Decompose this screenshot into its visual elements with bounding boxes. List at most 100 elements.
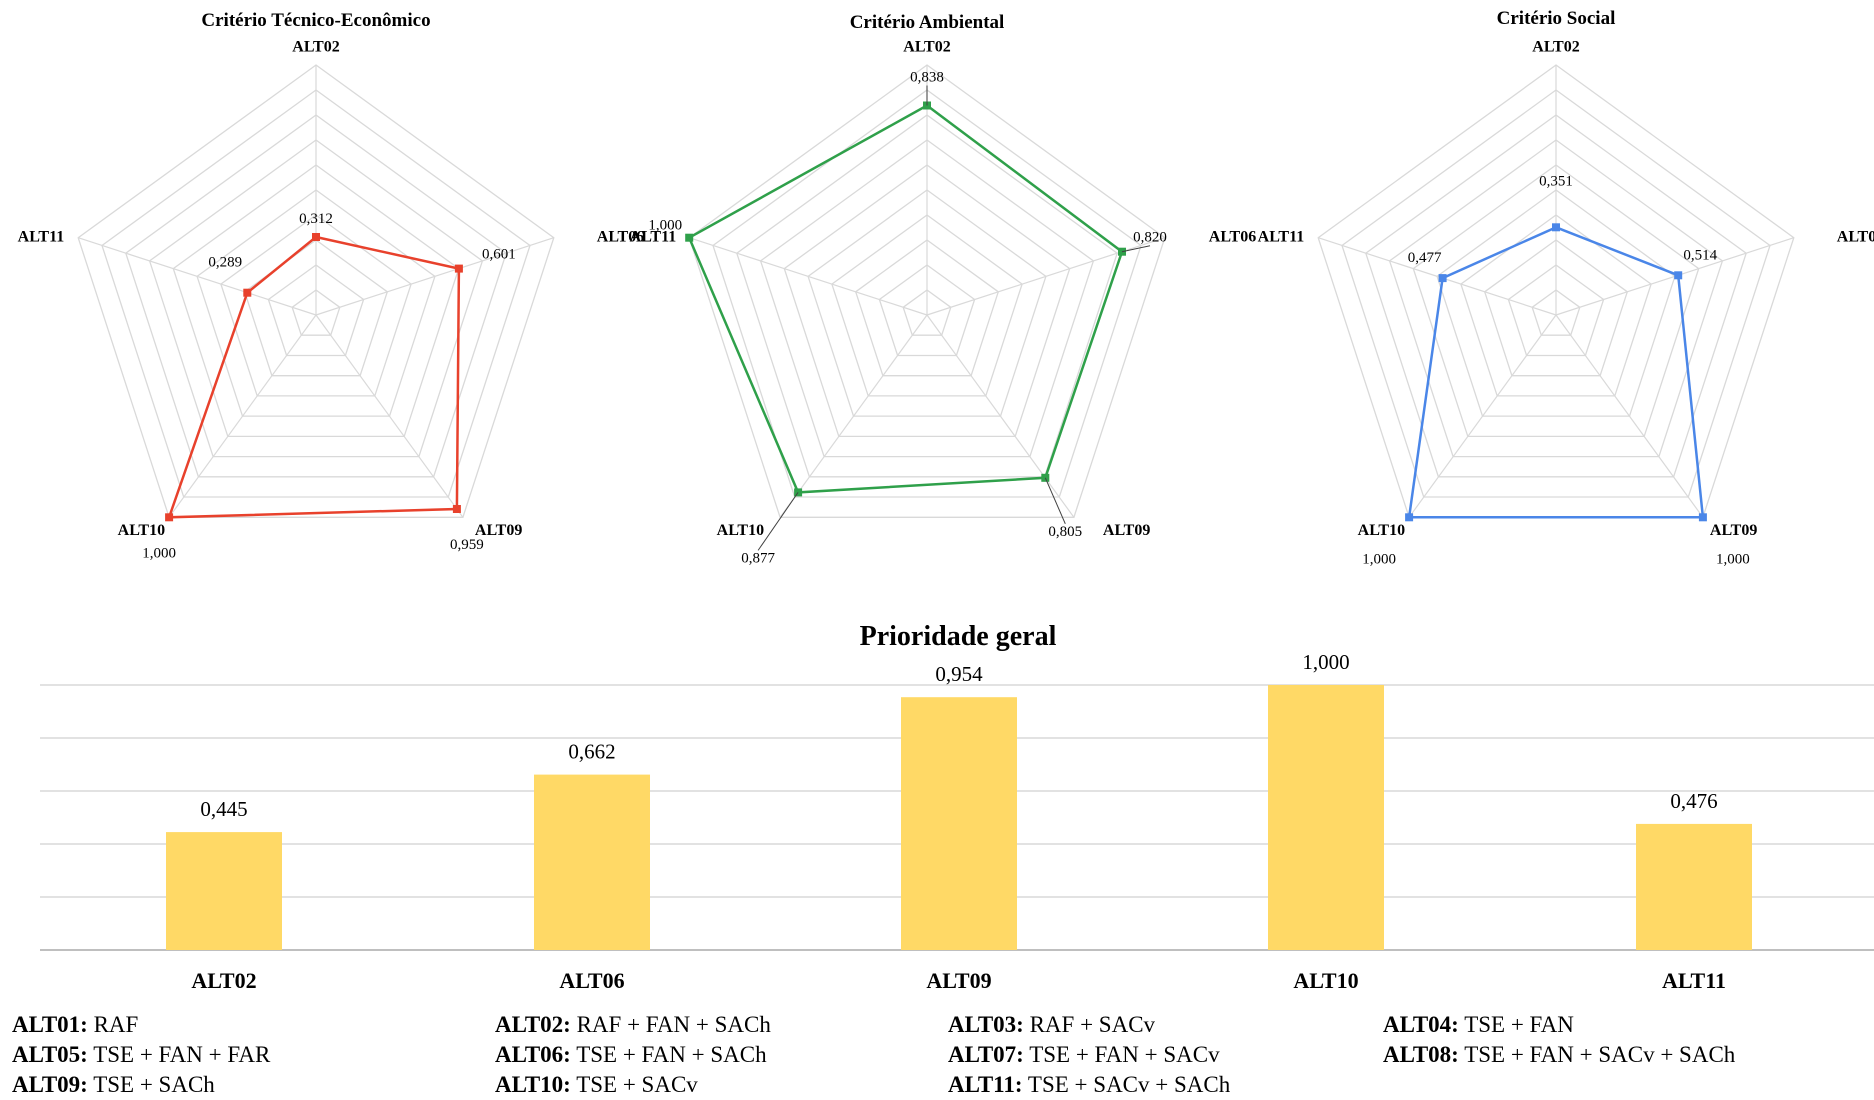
radar-axis-label: ALT11 bbox=[1258, 228, 1305, 245]
radar-value-label: 0,959 bbox=[450, 537, 484, 553]
radar-axis-label: ALT06 bbox=[1837, 228, 1874, 245]
radar-series-line bbox=[169, 237, 459, 517]
legend-code: ALT11: bbox=[948, 1072, 1023, 1097]
radar-value-label: 1,000 bbox=[142, 545, 176, 561]
radar-axis-label: ALT02 bbox=[903, 39, 950, 56]
alternatives-legend: ALT01: RAF ALT02: RAF + FAN + SACh ALT03… bbox=[12, 1010, 1872, 1100]
legend-code: ALT09: bbox=[12, 1072, 88, 1097]
radar-value-label: 0,820 bbox=[1133, 230, 1167, 246]
radar-point bbox=[455, 265, 463, 273]
legend-item: ALT05: TSE + FAN + FAR bbox=[12, 1040, 270, 1070]
radar-value-label: 0,312 bbox=[299, 211, 333, 227]
legend-code: ALT04: bbox=[1383, 1012, 1459, 1037]
radar-value-label: 0,477 bbox=[1408, 250, 1442, 266]
legend-code: ALT05: bbox=[12, 1042, 88, 1067]
radar-value-label: 0,514 bbox=[1683, 247, 1717, 263]
bar-category-label: ALT06 bbox=[559, 968, 624, 993]
legend-desc: TSE + FAN + SACh bbox=[576, 1042, 766, 1067]
bar-chart-title: Prioridade geral bbox=[860, 621, 1057, 652]
radar-axis-label: ALT10 bbox=[717, 522, 764, 539]
legend-code: ALT10: bbox=[495, 1072, 571, 1097]
radar-chart: Critério Ambiental 0,838 0,820 0,805 0,877 1,… bbox=[630, 12, 1257, 566]
legend-desc: RAF + SACv bbox=[1030, 1012, 1155, 1037]
legend-row: ALT05: TSE + FAN + FAR ALT06: TSE + FAN … bbox=[12, 1040, 1872, 1070]
bar bbox=[901, 697, 1017, 950]
radar-title: Critério Social bbox=[1497, 8, 1616, 29]
radar-spoke bbox=[78, 238, 316, 315]
radar-point bbox=[1552, 223, 1560, 231]
bar-category-label: ALT02 bbox=[191, 968, 256, 993]
bar bbox=[1636, 824, 1752, 950]
radar-axis-label: ALT11 bbox=[18, 228, 65, 245]
legend-item: ALT09: TSE + SACh bbox=[12, 1070, 215, 1100]
bar-value-label: 0,476 bbox=[1670, 789, 1717, 813]
legend-desc: TSE + SACh bbox=[93, 1072, 215, 1097]
legend-code: ALT03: bbox=[948, 1012, 1024, 1037]
radar-point bbox=[685, 234, 693, 242]
legend-code: ALT07: bbox=[948, 1042, 1024, 1067]
legend-item: ALT01: RAF bbox=[12, 1010, 138, 1040]
legend-item: ALT04: TSE + FAN bbox=[1383, 1010, 1574, 1040]
radar-axis-label: ALT09 bbox=[1710, 522, 1757, 539]
radar-axis-label: ALT02 bbox=[1532, 39, 1579, 56]
radar-point bbox=[165, 513, 173, 521]
radar-axis-label: ALT09 bbox=[1103, 522, 1150, 539]
legend-desc: TSE + FAN + SACv + SACh bbox=[1464, 1042, 1735, 1067]
radar-value-label: 0,289 bbox=[208, 255, 242, 271]
radar-spoke bbox=[689, 238, 927, 315]
legend-item: ALT10: TSE + SACv bbox=[495, 1070, 698, 1100]
radar-point bbox=[243, 289, 251, 297]
bar bbox=[1268, 685, 1384, 950]
radar-value-label: 0,838 bbox=[910, 70, 944, 86]
radar-point bbox=[1405, 513, 1413, 521]
radar-axis-label: ALT06 bbox=[1209, 228, 1256, 245]
legend-row: ALT01: RAF ALT02: RAF + FAN + SACh ALT03… bbox=[12, 1010, 1872, 1040]
legend-item: ALT07: TSE + FAN + SACv bbox=[948, 1040, 1220, 1070]
radar-title: Critério Ambiental bbox=[850, 12, 1005, 33]
radar-point bbox=[1674, 271, 1682, 279]
legend-code: ALT02: bbox=[495, 1012, 571, 1037]
legend-item: ALT03: RAF + SACv bbox=[948, 1010, 1155, 1040]
legend-desc: TSE + FAN + SACv bbox=[1029, 1042, 1219, 1067]
radar-axis-label: ALT02 bbox=[292, 39, 339, 56]
bar-chart: Prioridade geral 0,445 ALT02 0,662 ALT06 0,95… bbox=[40, 621, 1874, 993]
radar-value-label: 1,000 bbox=[1716, 551, 1750, 567]
radar-axis-label: ALT10 bbox=[1358, 522, 1405, 539]
legend-desc: TSE + FAN + FAR bbox=[93, 1042, 270, 1067]
figure-canvas: Critério Técnico-Econômico 0,312 0,601 0,95… bbox=[0, 0, 1874, 1010]
legend-code: ALT08: bbox=[1383, 1042, 1459, 1067]
radar-axis-label: ALT10 bbox=[118, 522, 165, 539]
legend-code: ALT06: bbox=[495, 1042, 571, 1067]
bar-value-label: 1,000 bbox=[1302, 650, 1349, 674]
legend-desc: RAF + FAN + SACh bbox=[577, 1012, 771, 1037]
bar-category-label: ALT11 bbox=[1662, 968, 1726, 993]
radar-title: Critério Técnico-Econômico bbox=[201, 10, 430, 31]
radar-spoke bbox=[316, 238, 554, 315]
legend-desc: TSE + SACv bbox=[576, 1072, 698, 1097]
radar-point bbox=[453, 505, 461, 513]
bar bbox=[166, 832, 282, 950]
radar-value-label: 0,805 bbox=[1048, 524, 1082, 540]
radar-chart: Critério Social 0,351 0,514 1,000 1,000 0,477… bbox=[1258, 8, 1874, 567]
bar-value-label: 0,954 bbox=[935, 662, 983, 686]
legend-item: ALT06: TSE + FAN + SACh bbox=[495, 1040, 767, 1070]
radar-value-label: 1,000 bbox=[1362, 551, 1396, 567]
radar-value-label: 0,351 bbox=[1539, 173, 1573, 189]
bar-category-label: ALT09 bbox=[926, 968, 991, 993]
legend-item: ALT11: TSE + SACv + SACh bbox=[948, 1070, 1230, 1100]
radar-series-line bbox=[689, 106, 1122, 493]
legend-item: ALT08: TSE + FAN + SACv + SACh bbox=[1383, 1040, 1735, 1070]
legend-item: ALT02: RAF + FAN + SACh bbox=[495, 1010, 771, 1040]
radar-value-label: 0,877 bbox=[741, 550, 775, 566]
radar-value-label: 0,601 bbox=[482, 247, 516, 263]
radar-point bbox=[1699, 513, 1707, 521]
legend-code: ALT01: bbox=[12, 1012, 88, 1037]
bar bbox=[534, 775, 650, 950]
legend-desc: TSE + SACv + SACh bbox=[1028, 1072, 1230, 1097]
radar-spoke bbox=[927, 238, 1165, 315]
legend-desc: TSE + FAN bbox=[1464, 1012, 1574, 1037]
radar-point bbox=[1439, 274, 1447, 282]
radar-point bbox=[312, 233, 320, 241]
radar-axis-label: ALT11 bbox=[630, 228, 677, 245]
bar-value-label: 0,662 bbox=[568, 740, 615, 764]
